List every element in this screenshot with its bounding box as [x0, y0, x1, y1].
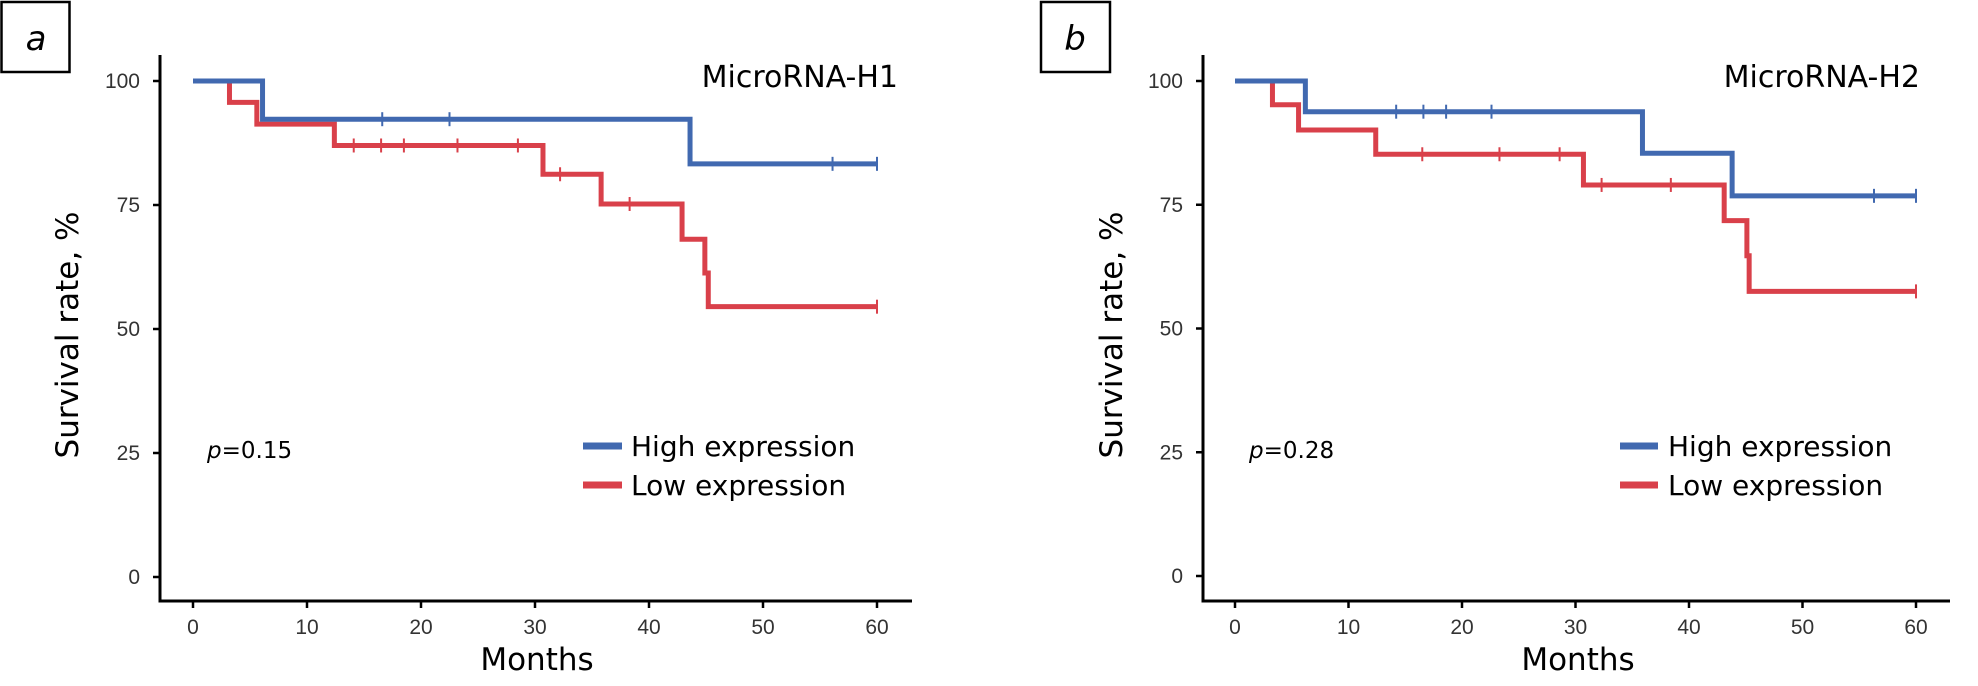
- p-value-number: =0.15: [222, 438, 292, 464]
- axes: 0 25 50 75 100 0 10 20 30 40 50 60: [1148, 55, 1950, 639]
- x-tick-label: 60: [1904, 616, 1927, 639]
- y-tick-label: 0: [1171, 565, 1183, 588]
- series-layer: [193, 78, 878, 314]
- legend-label-low: Low expression: [631, 469, 846, 502]
- panel-label: b: [1064, 19, 1086, 59]
- legend-label-low: Low expression: [1668, 469, 1883, 502]
- km-curve-low: [1235, 78, 1916, 294]
- x-tick-label: 60: [865, 616, 888, 639]
- y-tick-label: 100: [105, 70, 140, 93]
- x-tick-label: 30: [1564, 616, 1587, 639]
- p-value-number: =0.28: [1264, 438, 1334, 464]
- y-tick-label: 25: [1160, 441, 1183, 464]
- y-axis-title: Survival rate, %: [1094, 212, 1130, 459]
- legend-label-high: High expression: [1668, 430, 1892, 463]
- legend-label-high: High expression: [631, 430, 855, 463]
- x-axis-title: Months: [480, 642, 593, 678]
- y-tick-label: 0: [128, 566, 140, 589]
- y-axis-title: Survival rate, %: [50, 212, 86, 459]
- x-axis-title: Months: [1521, 642, 1634, 678]
- p-value: p=0.28: [1248, 438, 1334, 464]
- x-tick-label: 20: [409, 616, 432, 639]
- chart-title: MicroRNA-H1: [702, 60, 898, 95]
- x-tick-label: 30: [523, 616, 546, 639]
- x-tick-label: 50: [751, 616, 774, 639]
- y-tick-label: 100: [1148, 70, 1183, 93]
- chart-title: MicroRNA-H2: [1724, 60, 1920, 95]
- axes: 0 25 50 75 100 0 10 20 30 40 50 60: [105, 55, 912, 639]
- y-tick-label: 50: [117, 318, 140, 341]
- x-tick-label: 20: [1450, 616, 1473, 639]
- x-tick-label: 10: [295, 616, 318, 639]
- series-layer: [1235, 78, 1917, 299]
- panel-label-box: [0, 0, 71, 74]
- x-tick-label: 0: [187, 616, 199, 639]
- y-tick-label: 75: [1160, 194, 1183, 217]
- km-curve-low: [193, 78, 877, 310]
- x-tick-label: 50: [1791, 616, 1814, 639]
- km-curve-high: [1235, 78, 1916, 199]
- x-tick-label: 40: [637, 616, 660, 639]
- p-value: p=0.15: [206, 438, 292, 464]
- panel-b: b MicroRNA-H2 Survival rate, % Months p=…: [1039, 0, 1950, 678]
- x-tick-label: 0: [1229, 616, 1241, 639]
- p-symbol: p: [206, 438, 222, 464]
- x-tick-label: 10: [1337, 616, 1360, 639]
- panel-a: a MicroRNA-H1 Survival rate, % Months p=…: [0, 0, 912, 678]
- x-tick-label: 40: [1677, 616, 1700, 639]
- panel-label-box: [1039, 0, 1112, 74]
- y-tick-label: 25: [117, 442, 140, 465]
- y-tick-label: 75: [117, 194, 140, 217]
- p-symbol: p: [1248, 438, 1264, 464]
- panel-label: a: [26, 19, 47, 59]
- km-curve-high: [193, 78, 877, 167]
- y-tick-label: 50: [1160, 318, 1183, 341]
- legend: High expression Low expression: [583, 430, 855, 502]
- legend: High expression Low expression: [1620, 430, 1892, 502]
